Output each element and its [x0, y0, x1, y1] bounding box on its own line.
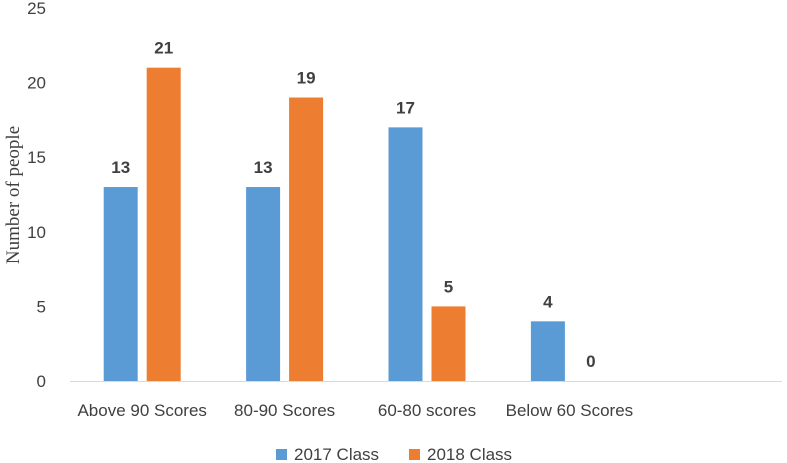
y-tick-label: 15: [27, 148, 46, 167]
y-tick-label: 0: [37, 372, 46, 391]
legend-label: 2018 Class: [427, 445, 512, 463]
y-tick-label: 20: [27, 74, 46, 93]
data-label: 17: [396, 98, 415, 117]
data-label: 4: [543, 292, 553, 311]
bar: [530, 321, 565, 381]
category-label: Below 60 Scores: [506, 401, 634, 420]
category-label: 60-80 scores: [378, 401, 476, 420]
y-tick-label: 10: [27, 223, 46, 242]
y-tick-label: 5: [37, 297, 46, 316]
category-labels: Above 90 Scores 80-90 Scores 60-80 scores B…: [77, 401, 633, 420]
bar: [103, 187, 138, 381]
y-axis-title: Number of people: [3, 126, 24, 264]
data-label: 5: [444, 277, 453, 296]
bar: [146, 67, 181, 382]
category-label: Above 90 Scores: [77, 401, 206, 420]
data-label: 13: [254, 158, 273, 177]
data-labels: 13 21 13 19 17 5 4 0: [111, 39, 595, 371]
data-label: 0: [586, 352, 595, 371]
y-tick-label: 25: [27, 0, 46, 18]
bars: [103, 67, 565, 382]
category-label: 80-90 Scores: [234, 401, 335, 420]
bar: [388, 127, 423, 381]
bar: [289, 97, 324, 382]
bar: [246, 187, 281, 381]
data-label: 13: [111, 158, 130, 177]
legend-label: 2017 Class: [294, 445, 379, 463]
legend: 2017 Class 2018 Class: [276, 445, 512, 463]
legend-swatch: [409, 449, 420, 460]
data-label: 21: [154, 39, 173, 58]
y-axis-ticks: 0 5 10 15 20 25: [27, 0, 46, 391]
legend-swatch: [276, 449, 287, 460]
bar: [431, 306, 466, 381]
data-label: 19: [297, 69, 316, 88]
